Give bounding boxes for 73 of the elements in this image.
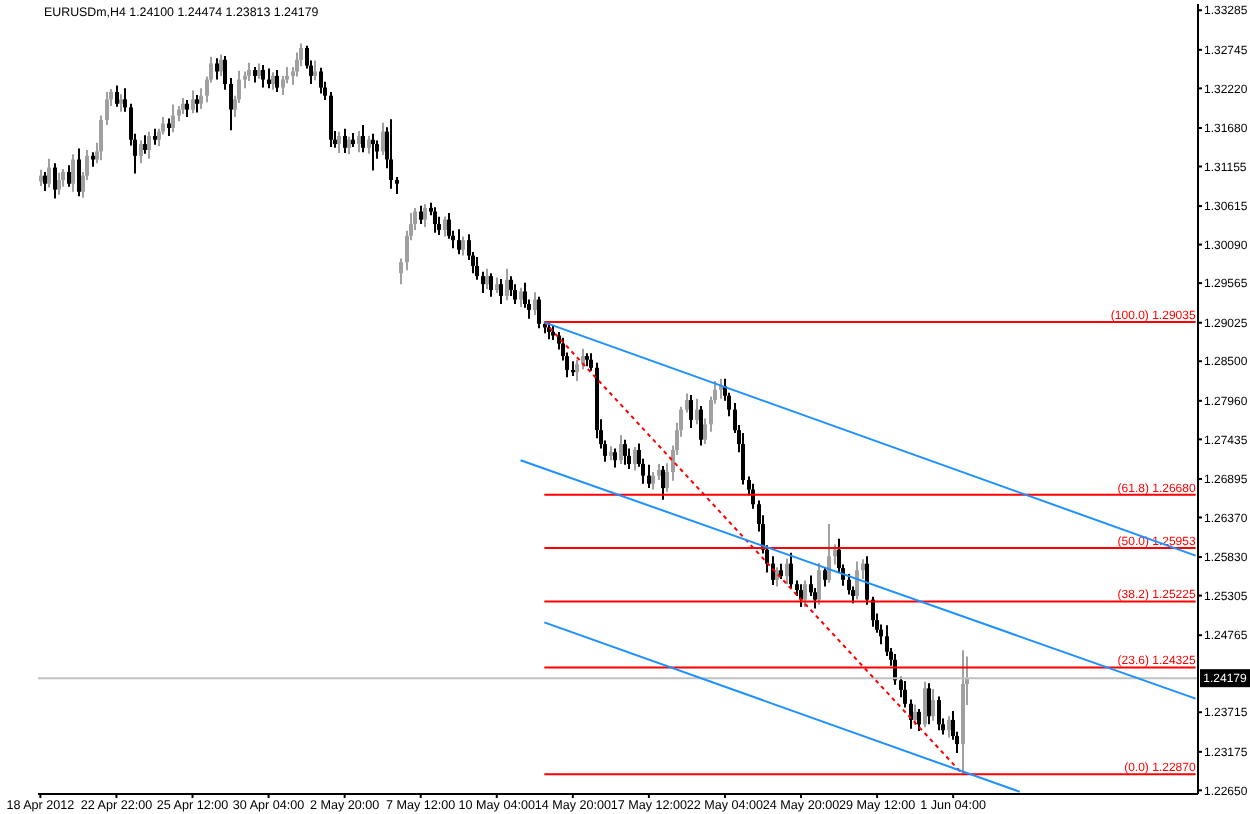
- candlestick: [817, 561, 821, 606]
- candlestick: [143, 134, 147, 155]
- candlestick: [923, 680, 927, 729]
- candlestick: [447, 212, 451, 240]
- candlestick: [623, 438, 627, 466]
- candlestick: [389, 118, 393, 190]
- candlestick: [799, 583, 803, 608]
- candlestick: [57, 171, 61, 196]
- candlestick: [71, 153, 75, 193]
- candlestick: [885, 624, 889, 658]
- candlestick: [647, 463, 651, 490]
- candlestick: [627, 447, 631, 471]
- candlestick: [67, 164, 71, 188]
- candlestick: [343, 127, 347, 154]
- candlestick: [53, 162, 57, 200]
- candlestick: [785, 557, 789, 586]
- candlestick: [261, 63, 265, 89]
- candlestick: [937, 695, 941, 732]
- candlestick: [699, 404, 703, 447]
- candlestick: [485, 267, 489, 291]
- candlestick: [461, 235, 465, 257]
- candlestick: [247, 61, 251, 83]
- candlestick: [827, 523, 831, 584]
- candlestick: [115, 84, 119, 108]
- candlestick: [361, 124, 365, 154]
- candlestick: [927, 682, 931, 726]
- candlestick: [443, 215, 447, 238]
- candlestick: [313, 59, 317, 82]
- candlestick: [191, 89, 195, 115]
- candlestick: [633, 446, 637, 472]
- candlestick: [219, 53, 223, 77]
- candlestick: [931, 688, 935, 722]
- candlestick: [519, 286, 523, 308]
- candlestick: [619, 434, 623, 465]
- candlestick: [537, 295, 541, 330]
- candlestick: [947, 715, 951, 739]
- candlestick: [77, 147, 81, 198]
- candlestick: [43, 170, 47, 193]
- candlestick: [319, 66, 323, 95]
- candlestick: [357, 129, 361, 154]
- candlestick: [275, 69, 279, 94]
- candlestick: [661, 465, 665, 501]
- candlestick: [823, 566, 827, 588]
- candlestick: [917, 707, 921, 732]
- candlestick: [171, 103, 175, 134]
- candlestick: [509, 275, 513, 297]
- candlestick: [437, 215, 441, 237]
- candlestick: [147, 130, 151, 160]
- candlestick: [281, 74, 285, 96]
- candlestick: [457, 228, 461, 256]
- candlestick: [855, 560, 859, 601]
- candlestick: [499, 278, 503, 306]
- candlestick: [423, 203, 427, 228]
- candlestick: [689, 393, 693, 429]
- candlestick: [489, 272, 493, 298]
- candlestick: [513, 283, 517, 306]
- candlestick: [295, 51, 299, 78]
- candlestick: [381, 121, 385, 157]
- candlestick: [533, 291, 537, 317]
- candlestick: [803, 579, 807, 608]
- candlestick: [505, 267, 509, 302]
- candlestick: [47, 157, 51, 189]
- candlestick: [337, 130, 341, 154]
- candlestick: [741, 432, 745, 486]
- candlestick: [215, 57, 219, 81]
- candlestick: [139, 139, 143, 165]
- candlestick: [695, 397, 699, 426]
- candlestick: [847, 572, 851, 596]
- candlestick: [913, 703, 917, 727]
- candlestick: [433, 206, 437, 234]
- candlestick: [419, 204, 423, 226]
- candlestick: [613, 447, 617, 469]
- candlestick: [789, 551, 793, 590]
